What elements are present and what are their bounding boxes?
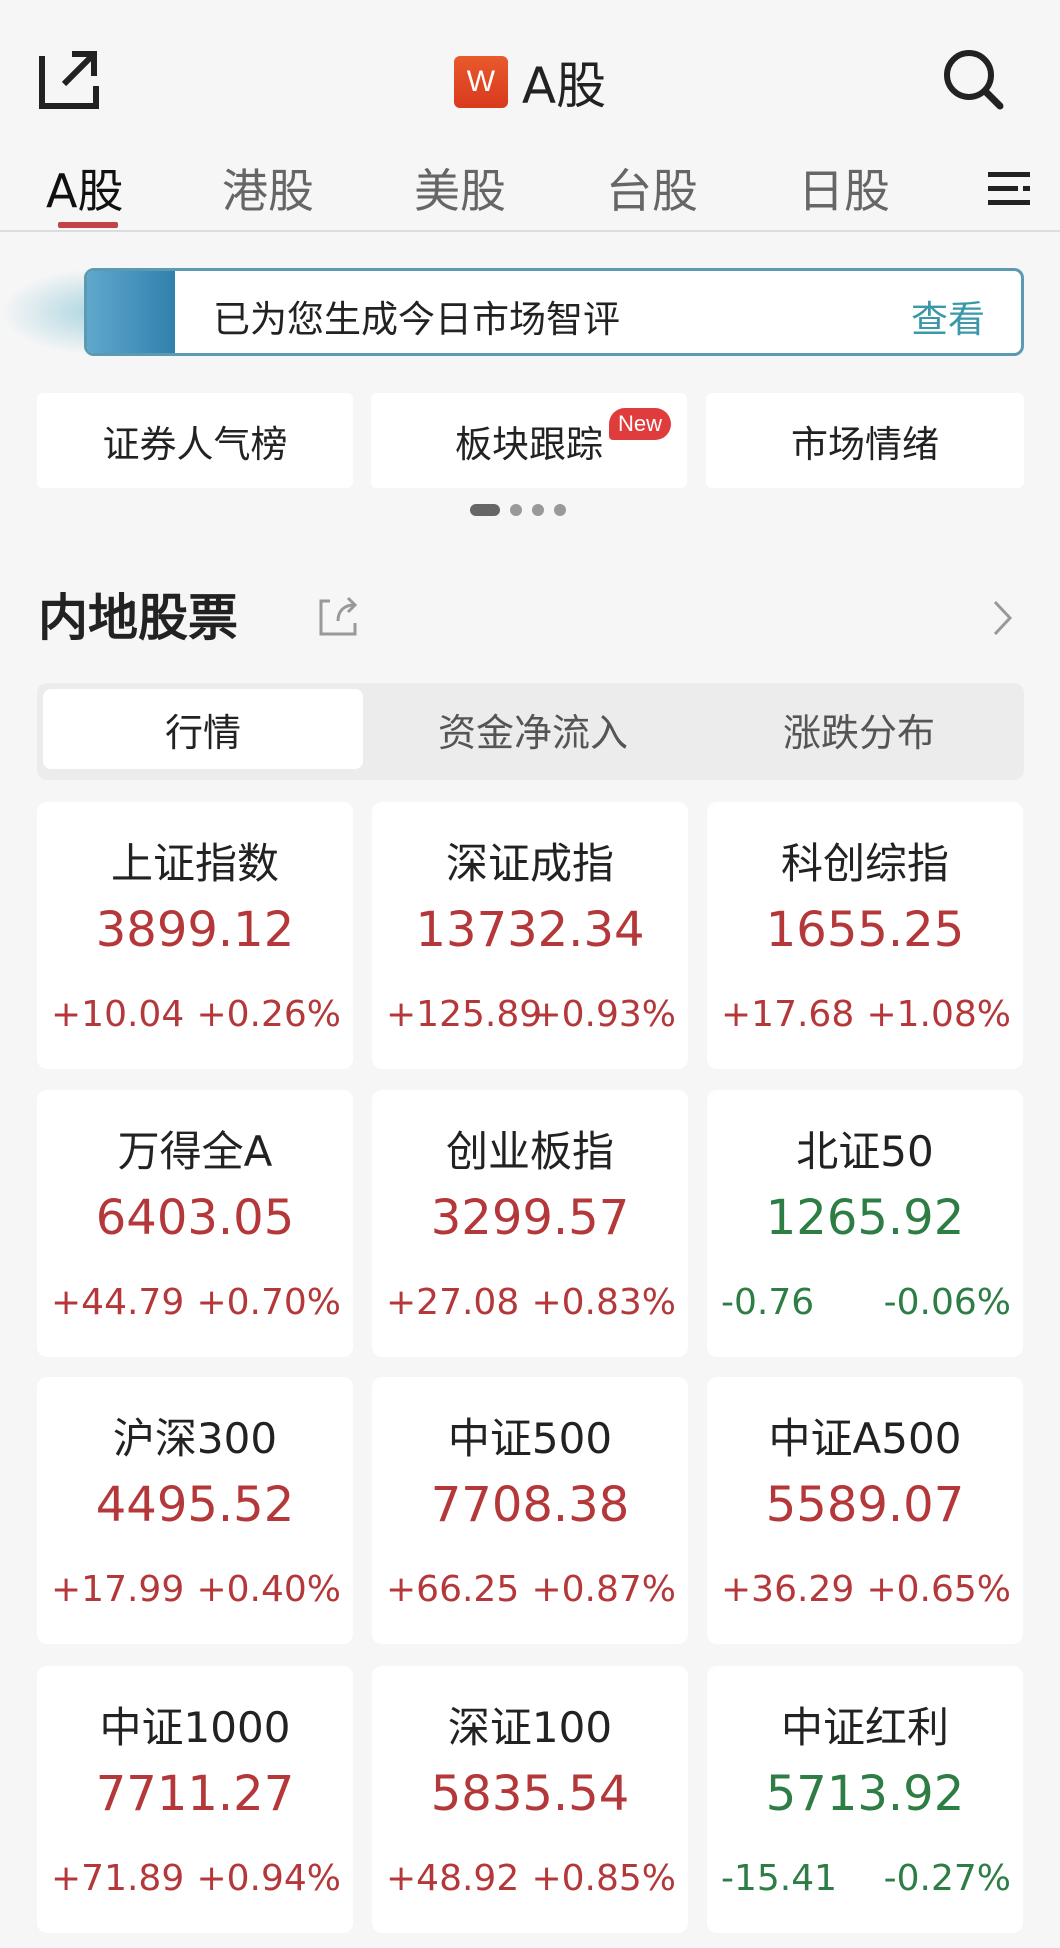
app-logo: W — [453, 56, 508, 108]
index-name: 中证1000 — [99, 1703, 291, 1752]
index-name: 创业板指 — [445, 1127, 614, 1176]
tab-a-shares[interactable]: A股 — [46, 164, 124, 218]
index-value: 5589.07 — [765, 1477, 965, 1533]
index-change-percent: +0.87% — [531, 1569, 676, 1610]
page-dot[interactable] — [510, 504, 522, 516]
banner-accent — [87, 271, 175, 353]
index-change: +125.89 — [386, 994, 543, 1035]
index-change: +48.92 — [386, 1858, 520, 1899]
index-card[interactable]: 科创综指 1655.25 +17.68 +1.08% — [707, 802, 1023, 1069]
index-card[interactable]: 上证指数 3899.12 +10.04 +0.26% — [37, 802, 353, 1069]
index-card[interactable]: 沪深300 4495.52 +17.99 +0.40% — [37, 1377, 353, 1644]
index-card[interactable]: 北证50 1265.92 -0.76 -0.06% — [707, 1090, 1023, 1357]
segment-net-inflow[interactable]: 资金净流入 — [437, 710, 628, 755]
index-value: 13732.34 — [415, 902, 645, 958]
segmented-control: 行情 资金净流入 涨跌分布 — [37, 683, 1024, 780]
quick-popular-securities[interactable]: 证券人气榜 — [37, 393, 353, 488]
market-review-banner[interactable]: 已为您生成今日市场智评 查看 — [84, 268, 1024, 356]
index-change: -15.41 — [721, 1858, 838, 1899]
index-change: +71.89 — [51, 1858, 185, 1899]
index-name: 科创综指 — [780, 839, 949, 888]
tab-us-shares[interactable]: 美股 — [414, 164, 506, 218]
index-card[interactable]: 创业板指 3299.57 +27.08 +0.83% — [372, 1090, 688, 1357]
new-badge: New — [609, 408, 672, 440]
index-value: 5713.92 — [765, 1766, 965, 1822]
index-value: 3299.57 — [430, 1190, 630, 1246]
share-icon[interactable] — [318, 593, 358, 637]
index-change-percent: +1.08% — [866, 994, 1011, 1035]
index-change: +27.08 — [386, 1282, 520, 1323]
quick-label: 证券人气榜 — [102, 422, 288, 466]
index-change-percent: +0.40% — [196, 1569, 341, 1610]
index-name: 中证500 — [447, 1414, 613, 1463]
active-tab-indicator — [58, 222, 118, 228]
index-change: +36.29 — [721, 1569, 855, 1610]
page-dot[interactable] — [532, 504, 544, 516]
tab-tw-shares[interactable]: 台股 — [606, 164, 698, 218]
index-change-percent: +0.83% — [531, 1282, 676, 1323]
page-dot[interactable] — [470, 504, 500, 516]
index-card[interactable]: 深证100 5835.54 +48.92 +0.85% — [372, 1666, 688, 1933]
divider — [0, 230, 1060, 232]
banner-decoration — [0, 268, 100, 356]
index-card[interactable]: 中证1000 7711.27 +71.89 +0.94% — [37, 1666, 353, 1933]
index-value: 5835.54 — [430, 1766, 630, 1822]
index-change-percent: +0.94% — [196, 1858, 341, 1899]
search-icon[interactable] — [940, 46, 1006, 112]
index-value: 7711.27 — [95, 1766, 295, 1822]
tab-hk-shares[interactable]: 港股 — [222, 164, 314, 218]
index-value: 4495.52 — [95, 1477, 295, 1533]
page-dot[interactable] — [554, 504, 566, 516]
index-change: +44.79 — [51, 1282, 185, 1323]
carousel-indicator — [470, 504, 566, 516]
top-bar: W A股 — [0, 40, 1060, 115]
index-name: 中证A500 — [768, 1414, 962, 1463]
quick-label: 市场情绪 — [791, 422, 939, 466]
page-title: A股 — [521, 57, 607, 115]
quick-label: 板块跟踪 — [455, 422, 603, 466]
quick-market-sentiment[interactable]: 市场情绪 — [706, 393, 1024, 488]
index-card[interactable]: 中证500 7708.38 +66.25 +0.87% — [372, 1377, 688, 1644]
index-change: +66.25 — [386, 1569, 520, 1610]
index-name: 北证50 — [796, 1127, 934, 1176]
segment-quotes[interactable]: 行情 — [43, 689, 363, 769]
menu-icon[interactable] — [988, 170, 1030, 206]
app-title: W A股 — [0, 46, 1060, 118]
index-change: +10.04 — [51, 994, 185, 1035]
index-name: 深证100 — [447, 1703, 613, 1752]
index-value: 1655.25 — [765, 902, 965, 958]
index-change: +17.99 — [51, 1569, 185, 1610]
index-card[interactable]: 中证红利 5713.92 -15.41 -0.27% — [707, 1666, 1023, 1933]
index-card[interactable]: 深证成指 13732.34 +125.89 +0.93% — [372, 802, 688, 1069]
tab-jp-shares[interactable]: 日股 — [798, 164, 890, 218]
index-change-percent: +0.85% — [531, 1858, 676, 1899]
index-name: 深证成指 — [445, 839, 614, 888]
share-icon[interactable] — [38, 48, 100, 110]
index-name: 沪深300 — [112, 1414, 278, 1463]
index-change-percent: +0.70% — [196, 1282, 341, 1323]
banner-text: 已为您生成今日市场智评 — [213, 298, 620, 341]
index-change-percent: +0.93% — [531, 994, 676, 1035]
index-change-percent: +0.26% — [196, 994, 341, 1035]
section-title: 内地股票 — [38, 589, 238, 647]
index-value: 6403.05 — [95, 1190, 295, 1246]
quick-sector-tracking[interactable]: 板块跟踪 New — [371, 393, 687, 488]
index-name: 万得全A — [117, 1127, 273, 1176]
index-name: 上证指数 — [110, 839, 279, 888]
index-value: 3899.12 — [95, 902, 295, 958]
index-change-percent: -0.27% — [883, 1858, 1011, 1899]
chevron-right-icon[interactable] — [992, 598, 1014, 638]
view-link[interactable]: 查看 — [911, 298, 985, 341]
index-value: 1265.92 — [765, 1190, 965, 1246]
index-value: 7708.38 — [430, 1477, 630, 1533]
index-change: +17.68 — [721, 994, 855, 1035]
index-name: 中证红利 — [780, 1703, 949, 1752]
index-change-percent: +0.65% — [866, 1569, 1011, 1610]
segment-distribution[interactable]: 涨跌分布 — [782, 710, 935, 755]
index-card[interactable]: 中证A500 5589.07 +36.29 +0.65% — [707, 1377, 1023, 1644]
index-card[interactable]: 万得全A 6403.05 +44.79 +0.70% — [37, 1090, 353, 1357]
index-change-percent: -0.06% — [883, 1282, 1011, 1323]
index-change: -0.76 — [721, 1282, 815, 1323]
market-tabs: A股 港股 美股 台股 日股 — [0, 150, 1060, 230]
